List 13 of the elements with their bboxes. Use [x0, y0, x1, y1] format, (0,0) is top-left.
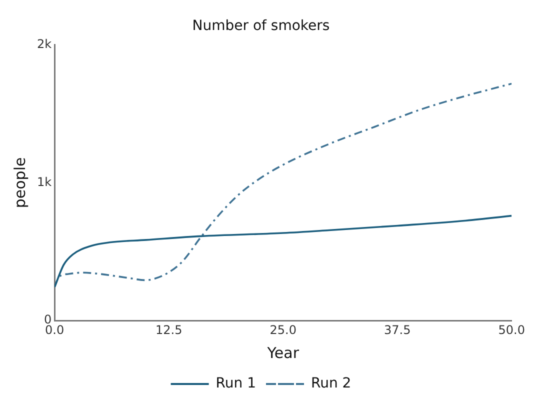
- y-tick-label: 2k: [36, 36, 52, 51]
- line-series: [54, 214, 512, 288]
- y-axis-title: people: [10, 157, 29, 208]
- legend-label: Run 2: [311, 376, 352, 392]
- x-tick-label: 0.0: [45, 322, 64, 337]
- x-tick-label: 50.0: [498, 322, 525, 337]
- x-axis-title: Year: [266, 344, 300, 362]
- y-tick-label: 1k: [36, 174, 52, 189]
- x-tick-label: 37.5: [384, 322, 411, 337]
- x-tick-label: 25.0: [270, 322, 296, 337]
- chart-title: Number of smokers: [192, 18, 330, 34]
- legend-label: Run 1: [216, 376, 256, 392]
- x-tick-label: 12.5: [155, 322, 182, 337]
